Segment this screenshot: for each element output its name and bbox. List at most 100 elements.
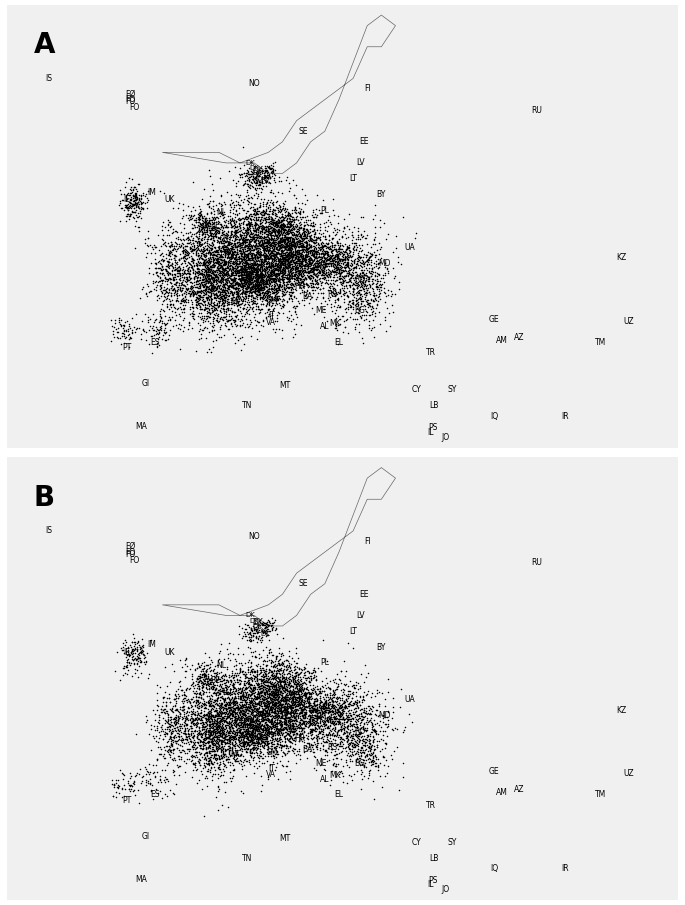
Point	[329, 714, 340, 729]
Point	[278, 270, 289, 284]
Point	[305, 251, 316, 265]
Point	[130, 196, 141, 211]
Point	[296, 685, 307, 700]
Point	[369, 250, 380, 264]
Point	[335, 271, 346, 285]
Point	[209, 240, 220, 254]
Point	[317, 193, 328, 207]
Point	[380, 289, 391, 303]
Point	[312, 729, 323, 743]
Point	[232, 218, 242, 233]
Point	[193, 219, 204, 233]
Point	[316, 694, 327, 709]
Point	[174, 679, 185, 693]
Point	[140, 235, 151, 250]
Point	[218, 746, 229, 760]
Point	[240, 235, 251, 250]
Point	[275, 243, 286, 258]
Point	[334, 736, 345, 750]
Point	[271, 246, 282, 261]
Point	[264, 169, 275, 184]
Point	[234, 718, 245, 732]
Point	[125, 646, 136, 661]
Point	[353, 258, 364, 272]
Point	[249, 626, 260, 641]
Point	[164, 312, 175, 327]
Point	[199, 730, 210, 745]
Point	[259, 685, 270, 700]
Point	[194, 679, 205, 693]
Point	[303, 687, 314, 701]
Point	[273, 267, 284, 281]
Point	[338, 720, 349, 735]
Point	[255, 270, 266, 284]
Point	[358, 283, 369, 298]
Point	[201, 216, 212, 231]
Point	[178, 270, 189, 284]
Point	[336, 252, 347, 266]
Point	[227, 276, 238, 291]
Point	[220, 680, 231, 694]
Point	[247, 629, 258, 643]
Point	[210, 252, 221, 267]
Point	[273, 200, 284, 214]
Point	[253, 714, 264, 729]
Point	[322, 256, 333, 271]
Point	[366, 261, 377, 275]
Point	[264, 224, 275, 239]
Point	[277, 262, 288, 276]
Point	[242, 671, 253, 685]
Point	[269, 704, 280, 719]
Point	[279, 259, 290, 273]
Point	[284, 713, 295, 728]
Point	[125, 207, 136, 222]
Point	[249, 742, 260, 757]
Point	[290, 235, 301, 250]
Point	[295, 691, 306, 705]
Point	[270, 258, 281, 272]
Point	[148, 319, 159, 333]
Point	[193, 236, 204, 251]
Point	[132, 196, 142, 211]
Point	[307, 252, 318, 267]
Point	[202, 258, 213, 272]
Point	[266, 236, 277, 251]
Point	[305, 263, 316, 278]
Point	[151, 289, 162, 303]
Point	[288, 690, 299, 704]
Point	[225, 722, 236, 737]
Point	[349, 737, 360, 751]
Point	[203, 268, 214, 282]
Point	[256, 233, 267, 247]
Point	[241, 212, 252, 226]
Point	[277, 206, 288, 221]
Point	[205, 723, 216, 738]
Point	[224, 250, 235, 264]
Text: VA: VA	[266, 318, 276, 327]
Point	[261, 727, 272, 741]
Point	[177, 260, 188, 274]
Point	[177, 244, 188, 259]
Point	[238, 240, 249, 254]
Point	[315, 240, 326, 254]
Point	[318, 281, 329, 295]
Point	[311, 709, 322, 723]
Point	[306, 265, 317, 280]
Point	[351, 717, 362, 731]
Point	[388, 261, 399, 275]
Point	[221, 242, 232, 256]
Point	[247, 279, 258, 293]
Point	[301, 239, 312, 253]
Point	[342, 708, 353, 722]
Point	[249, 702, 260, 717]
Point	[229, 694, 240, 709]
Point	[274, 727, 285, 741]
Point	[329, 248, 340, 262]
Point	[258, 654, 269, 669]
Point	[206, 757, 217, 772]
Point	[360, 271, 371, 285]
Point	[271, 723, 282, 738]
Point	[232, 700, 243, 715]
Point	[256, 290, 266, 304]
Point	[266, 212, 277, 226]
